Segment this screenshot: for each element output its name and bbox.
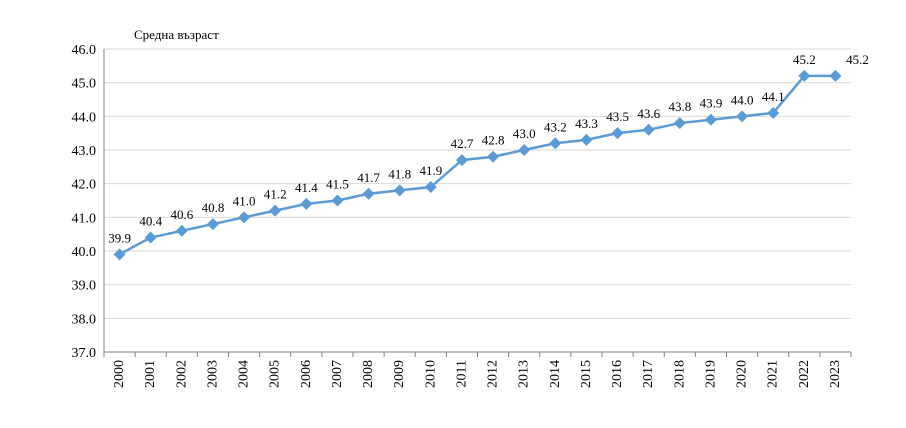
x-tick-label: 2002: [174, 360, 189, 388]
x-tick-label: 2008: [361, 360, 376, 388]
data-label: 44.1: [762, 89, 785, 104]
x-tick-label: 2012: [486, 360, 501, 388]
data-labels: 39.9 40.4 40.6 40.8 41.0 41.2 41.4 41.5 41.7 41.8…: [108, 52, 869, 245]
data-point-marker: [393, 184, 406, 197]
data-point-marker: [362, 187, 375, 200]
data-label: 40.8: [202, 200, 225, 215]
y-tick-label: 38.0: [72, 312, 97, 327]
data-label: 41.2: [264, 187, 287, 202]
data-label: 41.5: [326, 177, 349, 192]
x-tick-label: 2018: [672, 360, 687, 388]
x-tick-label: 2020: [735, 360, 750, 388]
x-tick-label: 2013: [517, 360, 532, 388]
data-point-marker: [580, 133, 593, 146]
gridlines: [104, 48, 851, 319]
data-point-marker: [767, 106, 780, 119]
x-tick-label: 2003: [205, 360, 220, 388]
data-point-marker: [269, 204, 282, 217]
x-tick-labels: 2000 2001 2002 2003 2004 2005 2006 2007 2008 2009…: [112, 360, 843, 388]
data-point-marker: [238, 211, 251, 224]
x-tick-label: 2009: [392, 360, 407, 388]
data-point-marker: [704, 113, 717, 126]
data-label: 44.0: [731, 92, 754, 107]
data-label: 43.3: [575, 116, 598, 131]
y-tick-labels: 37.0 38.0 39.0 40.0 41.0 42.0 43.0 44.0 45.0 46.0: [72, 43, 97, 361]
x-tick-label: 2010: [423, 360, 438, 388]
data-label: 41.4: [295, 180, 318, 195]
data-label: 43.8: [668, 99, 691, 114]
y-tick-label: 41.0: [72, 211, 97, 226]
data-label: 40.4: [139, 214, 162, 229]
data-label: 45.2: [846, 52, 869, 67]
x-tick-label: 2004: [237, 360, 252, 388]
y-tick-label: 39.0: [72, 279, 97, 294]
data-point-marker: [549, 137, 562, 150]
data-label: 40.6: [170, 207, 193, 222]
x-tick-label: 2011: [454, 360, 469, 387]
data-label: 41.9: [419, 163, 442, 178]
data-point-marker: [736, 110, 749, 123]
data-point-marker: [642, 123, 655, 136]
data-point-marker: [144, 231, 157, 244]
x-tick-label: 2005: [268, 360, 283, 388]
y-tick-label: 40.0: [72, 245, 97, 260]
data-point-marker: [331, 194, 344, 207]
data-point-marker: [673, 117, 686, 130]
y-tick-label: 45.0: [72, 77, 97, 92]
axes: [103, 49, 852, 357]
x-tick-label: 2022: [797, 360, 812, 388]
data-label: 41.7: [357, 170, 380, 185]
data-point-marker: [300, 197, 313, 210]
data-point-marker: [455, 154, 468, 167]
data-label: 43.2: [544, 119, 567, 134]
x-tick-label: 2001: [143, 360, 158, 388]
data-label: 41.0: [233, 193, 256, 208]
data-point-marker: [829, 69, 842, 82]
data-label: 43.0: [513, 126, 536, 141]
x-tick-label: 2015: [579, 360, 594, 388]
data-label: 43.9: [700, 96, 723, 111]
x-tick-label: 2016: [610, 360, 625, 388]
y-tick-label: 37.0: [72, 346, 97, 361]
data-point-marker: [518, 144, 531, 156]
y-axis-label: Средна възраст: [134, 27, 219, 42]
data-label: 42.7: [451, 136, 474, 151]
x-tick-label: 2000: [112, 360, 127, 388]
y-tick-label: 43.0: [72, 144, 97, 159]
y-tick-label: 46.0: [72, 43, 97, 58]
data-label: 39.9: [108, 230, 131, 245]
x-tick-label: 2007: [330, 360, 345, 388]
data-point-marker: [798, 69, 811, 82]
data-label: 43.6: [637, 106, 660, 121]
data-point-marker: [611, 127, 624, 140]
x-tick-label: 2021: [766, 360, 781, 388]
data-point-marker: [206, 218, 219, 231]
data-point-marker: [487, 150, 500, 163]
data-label: 45.2: [793, 52, 816, 67]
data-label: 42.8: [482, 133, 505, 148]
series-line: [118, 74, 836, 256]
y-tick-label: 42.0: [72, 178, 97, 193]
x-tick-label: 2017: [641, 360, 656, 388]
y-tick-label: 44.0: [72, 110, 97, 125]
data-point-marker: [113, 248, 126, 261]
x-tick-label: 2014: [548, 360, 563, 388]
x-tick-label: 2006: [299, 360, 314, 388]
data-label: 41.8: [388, 166, 411, 181]
data-point-marker: [424, 181, 437, 194]
data-point-marker: [175, 224, 188, 237]
data-label: 43.5: [606, 109, 629, 124]
x-tick-label: 2019: [703, 360, 718, 388]
x-tick-label: 2023: [828, 360, 843, 388]
series: [113, 69, 842, 261]
